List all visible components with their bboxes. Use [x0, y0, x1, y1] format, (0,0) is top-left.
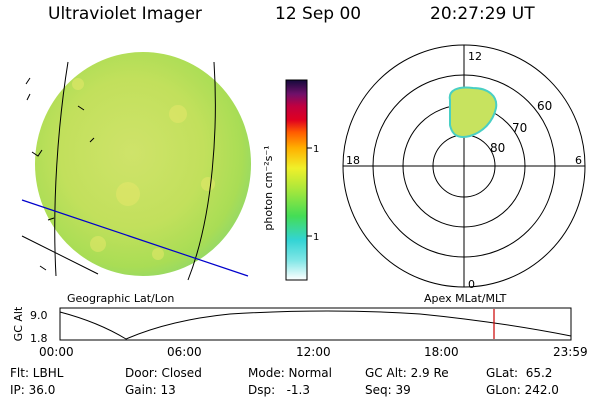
polar-plot: 12 0 18 6 60 70 80	[342, 44, 586, 291]
colorbar-tick-label: 100	[313, 144, 320, 155]
colorbar-scale	[285, 79, 308, 281]
colorbar-tick-label: 10	[313, 232, 320, 243]
lat-label: 60	[537, 99, 552, 113]
mlt-label-left: 18	[346, 154, 360, 167]
time-tick-label: 00:00	[39, 345, 74, 359]
geo-parallel-line	[21, 199, 249, 277]
lat-label: 70	[512, 121, 527, 135]
date-label: 12 Sep 00	[275, 4, 362, 24]
altitude-plot-frame	[59, 307, 572, 341]
altitude-axis-label: GC Alt	[12, 306, 25, 341]
time-label: 20:27:29 UT	[430, 4, 535, 24]
filter-field: Flt: LBHL	[10, 366, 64, 380]
glon-field: GLon: 242.0	[486, 383, 559, 397]
colorbar: photon cm⁻²s⁻¹ 100 10	[264, 79, 320, 281]
auroral-oval	[448, 86, 498, 138]
gc-alt-field: GC Alt: 2.9 Re	[365, 366, 449, 380]
time-tick-label: 12:00	[296, 345, 331, 359]
mode-field: Mode: Normal	[248, 366, 332, 380]
seq-field: Seq: 39	[365, 383, 411, 397]
time-tick-label: 06:00	[167, 345, 202, 359]
left-panel-label: Geographic Lat/Lon	[67, 292, 175, 305]
meridian-line	[54, 61, 69, 277]
earth-disk	[35, 52, 251, 276]
altitude-tick-label: 9.0	[30, 309, 48, 322]
lat-label: 80	[490, 141, 505, 155]
altitude-plot: GC Alt 9.0 1.8 00:00 06:00 12:00 18:00 2…	[12, 306, 588, 359]
colorbar-unit-label: photon cm⁻²s⁻¹	[264, 145, 275, 230]
mlt-label-top: 12	[468, 50, 482, 63]
right-panel-label: Apex MLat/MLT	[424, 292, 507, 305]
time-tick-label: 18:00	[424, 345, 459, 359]
door-field: Door: Closed	[125, 366, 202, 380]
altitude-curve	[59, 310, 572, 340]
meridian-line	[187, 61, 216, 281]
ip-field: IP: 36.0	[10, 383, 56, 397]
earth-uv-image	[21, 52, 251, 281]
mlt-label-bottom: 0	[468, 278, 475, 291]
coastline	[21, 235, 99, 275]
mlt-label-right: 6	[575, 154, 582, 167]
time-tick-label: 23:59	[553, 345, 588, 359]
instrument-title: Ultraviolet Imager	[48, 4, 202, 24]
gain-field: Gain: 13	[125, 383, 176, 397]
coastline	[25, 77, 95, 271]
glat-field: GLat: 65.2	[486, 366, 553, 380]
dsp-field: Dsp: -1.3	[248, 383, 311, 397]
altitude-tick-label: 1.8	[30, 332, 48, 345]
